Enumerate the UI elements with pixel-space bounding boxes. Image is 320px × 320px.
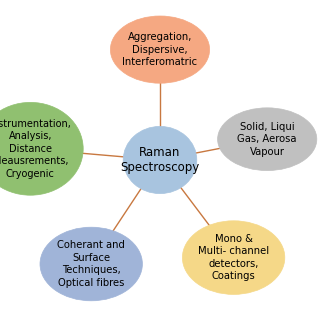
Ellipse shape (123, 126, 197, 194)
Text: Coherant and
Surface
Techniques,
Optical fibres: Coherant and Surface Techniques, Optical… (57, 240, 125, 288)
Text: Solid, Liqui
Gas, Aerosa
Vapour: Solid, Liqui Gas, Aerosa Vapour (237, 122, 297, 156)
Ellipse shape (182, 221, 285, 294)
Text: Instrumentation,
Analysis,
Distance
Meausrements,
Cryogenic: Instrumentation, Analysis, Distance Meau… (0, 119, 71, 179)
Text: Aggregation,
Dispersive,
Interferomatric: Aggregation, Dispersive, Interferomatric (123, 32, 197, 67)
Ellipse shape (0, 102, 83, 195)
Text: Mono &
Multi- channel
detectors,
Coatings: Mono & Multi- channel detectors, Coating… (198, 234, 269, 281)
Ellipse shape (218, 108, 317, 171)
Ellipse shape (110, 16, 210, 83)
Ellipse shape (40, 227, 142, 301)
Text: Raman
Spectroscopy: Raman Spectroscopy (120, 146, 200, 174)
